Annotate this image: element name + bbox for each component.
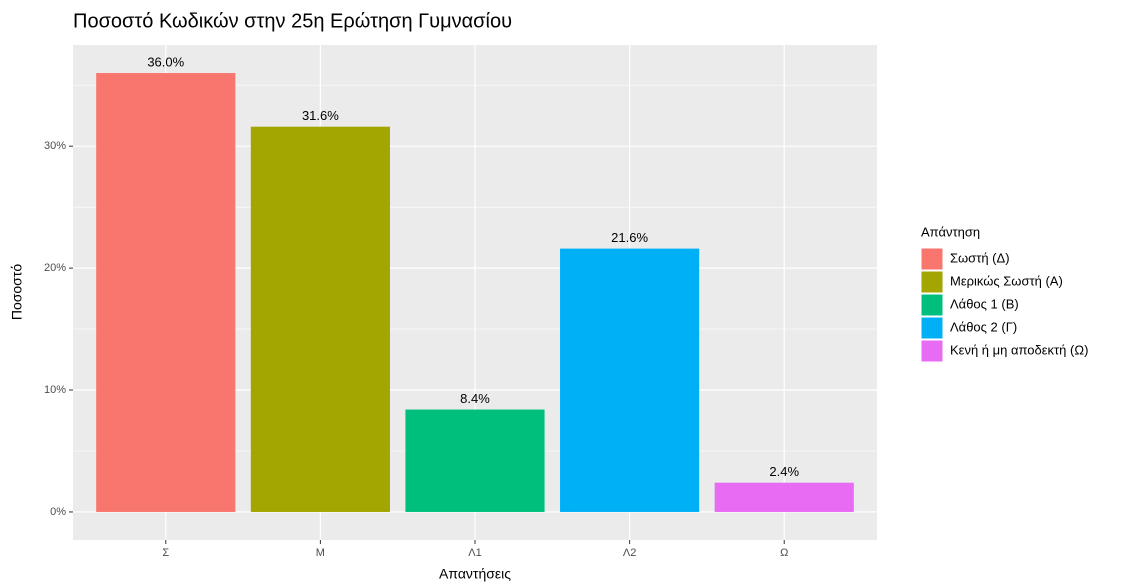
- legend-key: [920, 293, 944, 317]
- bar: [250, 126, 390, 512]
- legend-label: Λάθος 2 (Γ): [950, 319, 1017, 334]
- bar: [560, 248, 700, 512]
- x-tick-label: Λ2: [623, 547, 636, 559]
- x-tick-label: Σ: [162, 547, 169, 559]
- x-tick-label: Μ: [316, 547, 325, 559]
- bar: [96, 73, 236, 512]
- data-label: 2.4%: [769, 464, 799, 479]
- bar: [405, 409, 545, 512]
- legend-key: [920, 316, 944, 340]
- data-label: 21.6%: [611, 230, 648, 245]
- y-tick-label: 30%: [44, 140, 66, 152]
- legend-label: Λάθος 1 (Β): [950, 296, 1019, 311]
- y-axis-label: Ποσοστό: [9, 264, 25, 320]
- bar: [714, 482, 854, 512]
- data-label: 8.4%: [460, 391, 490, 406]
- legend-title: Απάντηση: [921, 224, 980, 239]
- y-tick-label: 20%: [44, 262, 66, 274]
- x-tick-label: Λ1: [468, 547, 481, 559]
- chart-title: Ποσοστό Κωδικών στην 25η Ερώτηση Γυμνασί…: [73, 10, 512, 32]
- legend-key: [920, 270, 944, 294]
- legend-key: [920, 339, 944, 363]
- y-tick-label: 10%: [44, 384, 66, 396]
- data-label: 36.0%: [147, 54, 184, 69]
- x-tick-label: Ω: [780, 547, 788, 559]
- legend-key: [920, 247, 944, 271]
- data-label: 31.6%: [302, 108, 339, 123]
- legend-label: Σωστή (Δ): [950, 250, 1010, 265]
- legend-label: Μερικώς Σωστή (Α): [950, 273, 1063, 288]
- legend-label: Κενή ή μη αποδεκτή (Ω): [950, 342, 1088, 357]
- x-axis-label: Απαντήσεις: [439, 566, 511, 582]
- y-tick-label: 0%: [50, 506, 66, 518]
